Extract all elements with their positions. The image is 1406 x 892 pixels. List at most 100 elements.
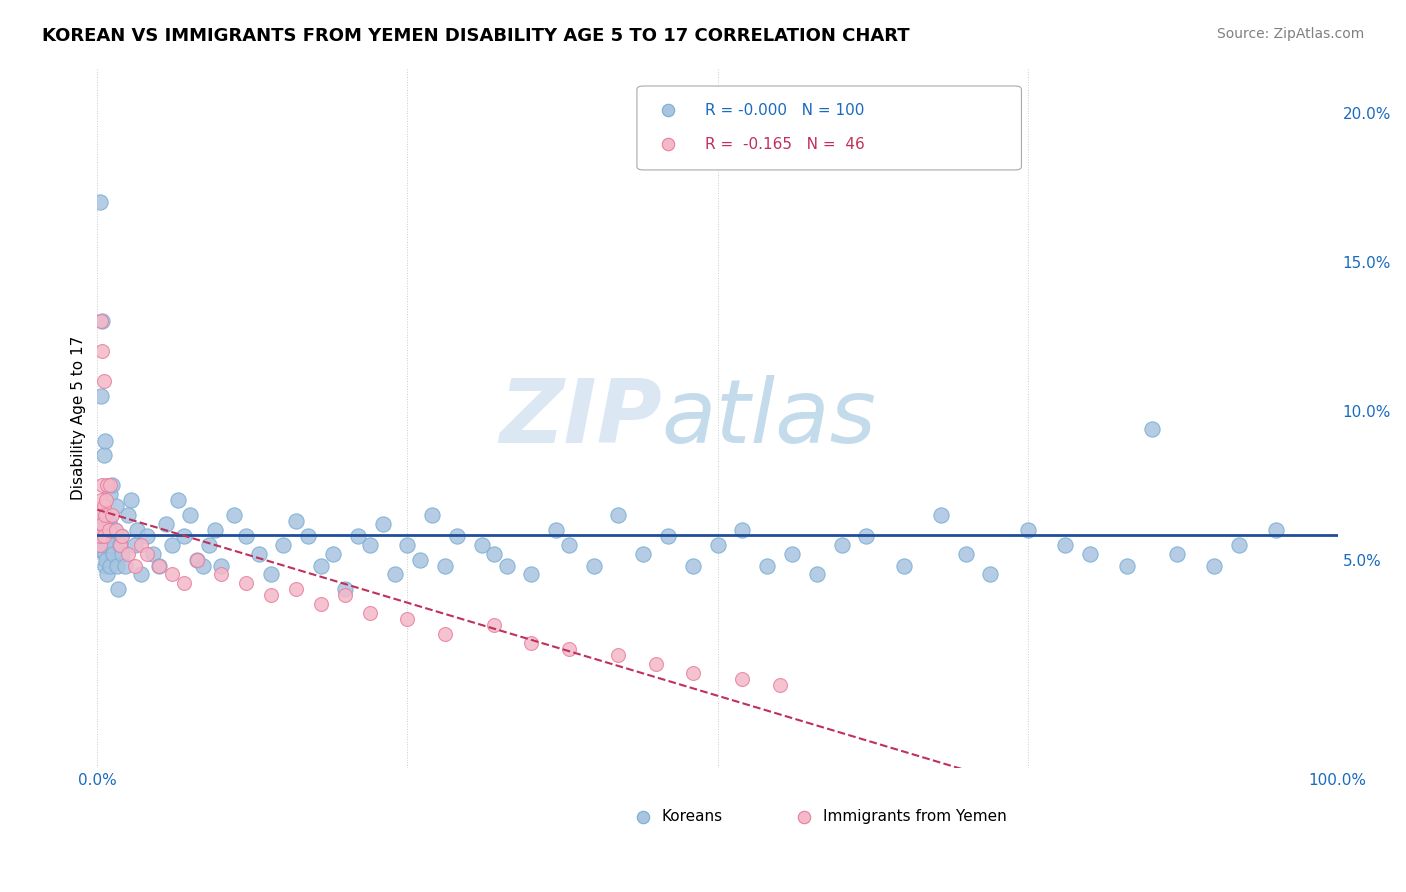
Point: [433, 558, 456, 573]
Point: [731, 523, 754, 537]
Point: [94, 493, 117, 508]
Point: [103, 547, 125, 561]
Point: [520, 636, 543, 650]
Point: [94, 538, 117, 552]
Point: [420, 508, 443, 522]
Text: Source: ZipAtlas.com: Source: ZipAtlas.com: [1216, 27, 1364, 41]
Point: [546, 523, 568, 537]
Point: [96, 529, 118, 543]
Point: [607, 508, 630, 522]
Point: [1264, 523, 1286, 537]
Point: [806, 567, 828, 582]
Point: [104, 523, 127, 537]
Point: [260, 588, 283, 602]
Point: [1202, 558, 1225, 573]
Point: [94, 547, 117, 561]
Text: atlas: atlas: [662, 376, 876, 461]
Point: [93, 499, 115, 513]
Point: [359, 606, 381, 620]
Point: [114, 558, 136, 573]
Point: [90, 508, 112, 522]
Text: R =  -0.165   N =  46: R = -0.165 N = 46: [706, 136, 865, 152]
Point: [90, 493, 112, 508]
Point: [1140, 422, 1163, 436]
Point: [90, 516, 112, 531]
Point: [347, 529, 370, 543]
Point: [155, 516, 177, 531]
Point: [682, 558, 704, 573]
Point: [371, 516, 394, 531]
Point: [929, 508, 952, 522]
Point: [94, 434, 117, 448]
Point: [91, 478, 114, 492]
Point: [893, 558, 915, 573]
Point: [104, 499, 127, 513]
Point: [607, 648, 630, 662]
Point: [117, 547, 139, 561]
Point: [979, 567, 1001, 582]
Point: [107, 582, 129, 597]
Point: [309, 597, 332, 611]
Point: [731, 672, 754, 686]
Point: [91, 314, 114, 328]
Point: [384, 567, 406, 582]
Point: [433, 627, 456, 641]
Point: [335, 582, 357, 597]
Point: [160, 538, 183, 552]
Point: [94, 508, 117, 522]
Point: [136, 547, 159, 561]
Text: ZIP: ZIP: [499, 375, 662, 462]
Point: [100, 538, 122, 552]
Point: [409, 552, 432, 566]
Point: [148, 558, 170, 573]
Point: [768, 677, 790, 691]
Point: [98, 558, 121, 573]
Point: [309, 558, 332, 573]
Point: [322, 547, 344, 561]
Point: [93, 511, 115, 525]
Point: [1227, 538, 1250, 552]
Point: [97, 514, 120, 528]
Point: [98, 487, 121, 501]
Point: [209, 558, 232, 573]
Text: KOREAN VS IMMIGRANTS FROM YEMEN DISABILITY AGE 5 TO 17 CORRELATION CHART: KOREAN VS IMMIGRANTS FROM YEMEN DISABILI…: [42, 27, 910, 45]
Point: [97, 523, 120, 537]
Point: [1115, 558, 1137, 573]
Point: [631, 547, 654, 561]
Point: [89, 538, 111, 552]
Point: [160, 567, 183, 582]
Point: [855, 529, 877, 543]
Point: [108, 538, 131, 552]
Point: [96, 567, 118, 582]
Point: [91, 543, 114, 558]
Point: [89, 529, 111, 543]
Point: [111, 547, 134, 561]
Point: [98, 478, 121, 492]
Point: [96, 478, 118, 492]
Point: [247, 547, 270, 561]
Point: [93, 532, 115, 546]
Point: [111, 529, 134, 543]
Text: Koreans: Koreans: [662, 809, 723, 824]
Point: [90, 529, 112, 543]
Point: [1053, 538, 1076, 552]
Point: [89, 538, 111, 552]
Point: [235, 576, 257, 591]
Point: [644, 657, 666, 671]
Point: [198, 538, 221, 552]
Point: [186, 552, 208, 566]
Point: [209, 567, 232, 582]
Point: [471, 538, 494, 552]
Point: [91, 523, 114, 537]
Point: [284, 582, 307, 597]
Point: [93, 374, 115, 388]
Point: [94, 558, 117, 573]
Point: [91, 516, 114, 531]
Point: [117, 508, 139, 522]
Point: [93, 449, 115, 463]
Point: [756, 558, 779, 573]
Text: Immigrants from Yemen: Immigrants from Yemen: [823, 809, 1007, 824]
Point: [955, 547, 977, 561]
Point: [124, 558, 146, 573]
Point: [1166, 547, 1188, 561]
